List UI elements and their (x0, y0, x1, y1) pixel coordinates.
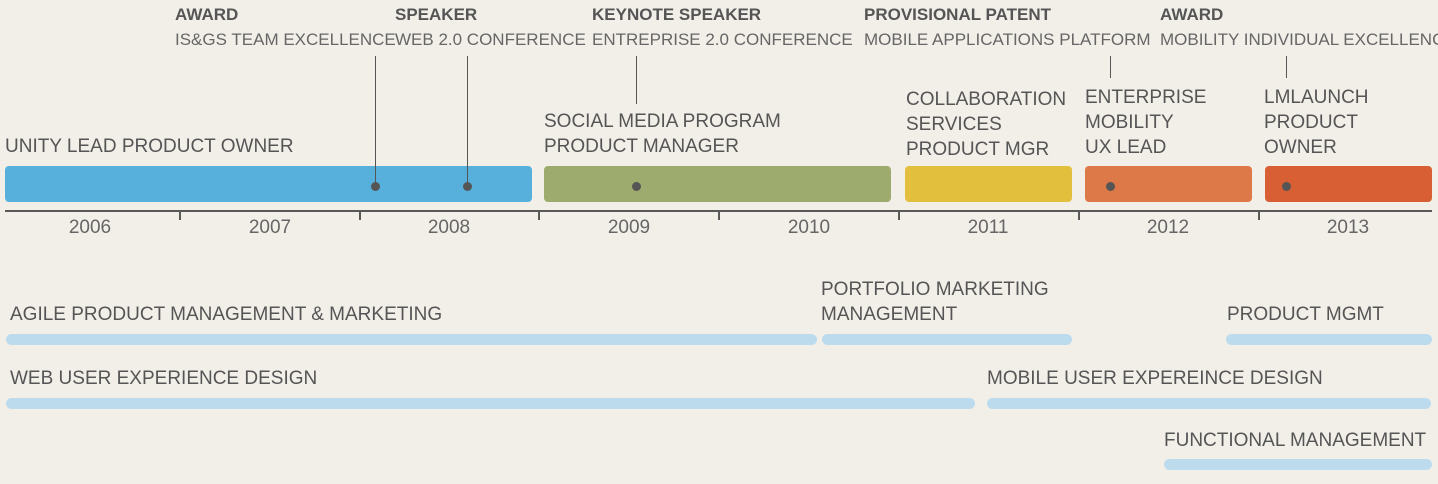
milestone-connector (1110, 56, 1111, 78)
role-label-line: OWNER (1264, 137, 1337, 158)
role-bar-lmlaunch (1265, 166, 1432, 202)
milestone-desc: WEB 2.0 CONFERENCE (395, 30, 586, 49)
year-label: 2011 (967, 217, 1009, 238)
skill-label-line: MANAGEMENT (821, 304, 958, 325)
role-label-line: COLLABORATION (906, 89, 1067, 110)
year-label: 2010 (787, 217, 831, 238)
role-bar-social (544, 166, 891, 202)
year-label: 2008 (427, 217, 471, 238)
axis-tick (179, 210, 181, 220)
year-label: 2006 (68, 217, 112, 238)
role-label-line: SOCIAL MEDIA PROGRAM (544, 111, 781, 132)
skill-label-agile: AGILE PRODUCT MANAGEMENT & MARKETING (10, 302, 442, 327)
skill-label-line: PORTFOLIO MARKETING (821, 279, 1049, 300)
milestone-connector (1286, 56, 1287, 78)
role-label-line: ENTERPRISE (1085, 87, 1207, 108)
skill-bar-agile (6, 334, 817, 345)
year-label: 2013 (1326, 217, 1370, 238)
milestone-desc: MOBILITY INDIVIDUAL EXCELLENCE (1160, 30, 1438, 49)
role-label-line: PRODUCT MGR (906, 139, 1050, 160)
milestone-dot (632, 182, 641, 191)
role-label-line: PRODUCT MANAGER (544, 136, 739, 157)
milestone-title: PROVISIONAL PATENT (864, 5, 1052, 24)
milestone-title: SPEAKER (395, 5, 478, 24)
role-label-social: SOCIAL MEDIA PROGRAM PRODUCT MANAGER (544, 109, 781, 159)
skill-label-line: AGILE PRODUCT MANAGEMENT & MARKETING (10, 304, 443, 325)
milestone-connector (467, 56, 468, 186)
year-label: 2012 (1146, 217, 1190, 238)
milestone-title: KEYNOTE SPEAKER (592, 5, 762, 24)
year-label: 2009 (607, 217, 651, 238)
skill-label-product-mgmt: PRODUCT MGMT (1227, 302, 1384, 327)
skill-label-line: MOBILE USER EXPEREINCE DESIGN (987, 368, 1323, 389)
skill-bar-web-ux (6, 398, 975, 409)
axis-tick (1258, 210, 1260, 220)
role-label-line: PRODUCT (1264, 112, 1358, 133)
skill-label-web-ux: WEB USER EXPERIENCE DESIGN (10, 366, 317, 391)
milestone-desc: IS&GS TEAM EXCELLENCE (175, 30, 396, 49)
skill-label-portfolio: PORTFOLIO MARKETING MANAGEMENT (821, 277, 1049, 327)
skill-label-line: WEB USER EXPERIENCE DESIGN (10, 368, 318, 389)
skill-bar-functional (1164, 459, 1432, 470)
milestone-desc: MOBILE APPLICATIONS PLATFORM (864, 30, 1151, 49)
axis-tick (359, 210, 361, 220)
skill-label-mobile-ux: MOBILE USER EXPEREINCE DESIGN (987, 366, 1323, 391)
skill-label-line: FUNCTIONAL MANAGEMENT (1164, 430, 1427, 451)
role-label-line: UNITY LEAD PRODUCT OWNER (5, 136, 294, 157)
year-label: 2007 (248, 217, 292, 238)
axis-tick (898, 210, 900, 220)
milestone-connector (636, 56, 637, 104)
skill-bar-portfolio (822, 334, 1072, 345)
role-label-line: LMLAUNCH (1264, 87, 1369, 108)
milestone-connector (375, 56, 376, 186)
milestone-title: AWARD (175, 5, 239, 24)
role-label-unity: UNITY LEAD PRODUCT OWNER (5, 134, 294, 159)
milestone-dot (1106, 182, 1115, 191)
role-label-lmlaunch: LMLAUNCH PRODUCT OWNER (1264, 85, 1369, 160)
skill-label-line: PRODUCT MGMT (1227, 304, 1384, 325)
role-label-line: UX LEAD (1085, 137, 1167, 158)
axis-tick (1078, 210, 1080, 220)
axis-tick (718, 210, 720, 220)
axis-tick (538, 210, 540, 220)
skill-bar-mobile-ux (987, 398, 1431, 409)
milestone-dot (371, 182, 380, 191)
role-label-line: MOBILITY (1085, 112, 1174, 133)
skill-label-functional: FUNCTIONAL MANAGEMENT (1164, 428, 1426, 453)
role-bar-unity (5, 166, 532, 202)
milestone-title: AWARD (1160, 5, 1224, 24)
role-label-mobility: ENTERPRISE MOBILITY UX LEAD (1085, 85, 1206, 160)
milestone-dot (463, 182, 472, 191)
skill-bar-product-mgmt (1226, 334, 1432, 345)
milestone-dot (1282, 182, 1291, 191)
role-label-line: SERVICES (906, 114, 1002, 135)
milestone-desc: ENTREPRISE 2.0 CONFERENCE (592, 30, 853, 49)
role-label-collab: COLLABORATION SERVICES PRODUCT MGR (906, 87, 1066, 162)
role-bar-collab (905, 166, 1072, 202)
